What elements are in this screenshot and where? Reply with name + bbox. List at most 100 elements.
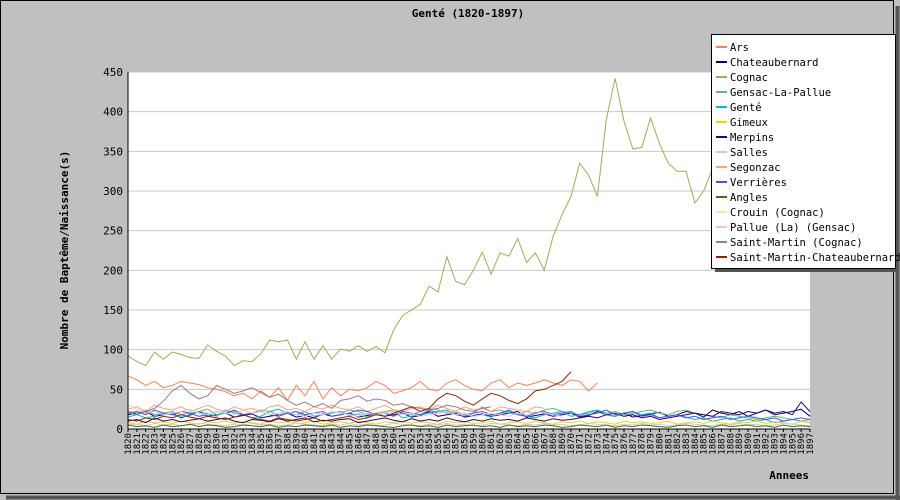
x-tick-label: 1894 — [779, 433, 789, 455]
y-axis-label: Nombre de Baptême/Naissance(s) — [58, 151, 71, 350]
series-line-12 — [127, 404, 563, 417]
x-tick-label: 1860 — [478, 433, 488, 455]
x-tick-label: 1838 — [283, 433, 293, 455]
x-tick-label: 1836 — [266, 433, 276, 455]
y-tick-label: 250 — [103, 225, 123, 238]
series-line-10 — [127, 423, 811, 428]
x-tick-label: 1862 — [496, 433, 506, 455]
x-tick-label: 1855 — [434, 433, 444, 455]
x-tick-label: 1883 — [682, 433, 692, 455]
x-tick-label: 1886 — [709, 433, 719, 455]
x-tick-label: 1889 — [735, 433, 745, 455]
x-tick-label: 1826 — [177, 433, 187, 455]
x-tick-label: 1878 — [638, 433, 648, 455]
y-tick-label: 200 — [103, 264, 123, 277]
x-tick-label: 1868 — [549, 433, 559, 455]
legend-entry: Ars — [730, 42, 749, 54]
x-tick-label: 1843 — [328, 433, 338, 455]
x-tick-label: 1890 — [744, 433, 754, 455]
x-tick-label: 1875 — [611, 433, 621, 455]
x-tick-label: 1856 — [443, 433, 453, 455]
x-tick-label: 1822 — [142, 433, 152, 455]
x-tick-label: 1859 — [469, 433, 479, 455]
legend-entry: Gensac-La-Pallue — [730, 87, 831, 99]
x-tick-label: 1827 — [186, 433, 196, 455]
x-tick-label: 1847 — [363, 433, 373, 455]
y-tick-label: 50 — [110, 383, 123, 396]
x-tick-label: 1844 — [337, 433, 347, 455]
x-tick-label: 1857 — [452, 433, 462, 455]
x-tick-label: 1837 — [275, 433, 285, 455]
x-tick-label: 1839 — [292, 433, 302, 455]
x-tick-label: 1852 — [407, 433, 417, 455]
series-line-14 — [127, 371, 572, 422]
legend-box — [711, 34, 896, 269]
x-tick-label: 1825 — [168, 433, 178, 455]
series-line-2 — [127, 78, 740, 367]
x-tick-label: 1820 — [124, 433, 134, 455]
x-tick-label: 1870 — [567, 433, 577, 455]
legend-entry: Cognac — [730, 72, 768, 84]
x-tick-label: 1895 — [788, 433, 798, 455]
x-tick-label: 1841 — [310, 433, 320, 455]
x-tick-label: 1858 — [461, 433, 471, 455]
y-tick-label: 450 — [103, 66, 123, 79]
x-tick-label: 1853 — [416, 433, 426, 455]
legend-entry: Angles — [730, 192, 768, 204]
x-tick-label: 1851 — [399, 433, 409, 455]
x-tick-label: 1854 — [425, 433, 435, 455]
x-tick-labels: 1820182118221823182418251826182718281829… — [124, 429, 816, 455]
x-tick-label: 1896 — [797, 433, 807, 455]
x-tick-label: 1848 — [372, 433, 382, 455]
series-line-6 — [127, 401, 811, 424]
legend-entry: Segonzac — [730, 162, 781, 174]
x-tick-label: 1823 — [151, 433, 161, 455]
x-tick-label: 1831 — [221, 433, 231, 455]
series-layer — [127, 78, 811, 428]
x-axis-label: Annees — [769, 469, 809, 482]
x-tick-label: 1892 — [762, 433, 772, 455]
x-tick-label: 1840 — [301, 433, 311, 455]
x-tick-label: 1884 — [691, 433, 701, 455]
legend-entry: Saint-Martin-Chateaubernard — [730, 252, 900, 264]
x-tick-label: 1830 — [213, 433, 223, 455]
x-tick-label: 1869 — [558, 433, 568, 455]
x-tick-label: 1864 — [514, 433, 524, 455]
x-tick-label: 1842 — [319, 433, 329, 455]
x-tick-label: 1891 — [753, 433, 763, 455]
x-tick-label: 1885 — [700, 433, 710, 455]
y-tick-label: 0 — [116, 423, 123, 436]
axes — [127, 72, 810, 430]
x-tick-label: 1866 — [531, 433, 541, 455]
legend-entry: Salles — [730, 147, 768, 159]
x-tick-label: 1824 — [159, 433, 169, 455]
x-tick-label: 1849 — [381, 433, 391, 455]
legend-entry: Genté — [730, 102, 762, 114]
x-tick-label: 1877 — [629, 433, 639, 455]
x-tick-label: 1872 — [585, 433, 595, 455]
y-tick-label: 400 — [103, 106, 123, 119]
x-tick-label: 1873 — [593, 433, 603, 455]
x-tick-label: 1897 — [806, 433, 816, 455]
x-tick-label: 1876 — [620, 433, 630, 455]
legend-entry: Gimeux — [730, 117, 768, 129]
x-tick-label: 1880 — [655, 433, 665, 455]
legend-entry: Verrières — [730, 177, 787, 189]
legend-entry: Merpins — [730, 132, 774, 144]
series-line-0 — [127, 375, 598, 402]
legend-entry: Chateaubernard — [730, 57, 819, 69]
x-tick-label: 1850 — [390, 433, 400, 455]
x-tick-label: 1835 — [257, 433, 267, 455]
x-tick-label: 1879 — [647, 433, 657, 455]
legend: Ars Chateaubernard Cognac Gensac-La-Pallue G… — [711, 34, 900, 272]
plot-area — [128, 72, 810, 429]
x-tick-label: 1887 — [717, 433, 727, 455]
series-line-13 — [127, 384, 492, 416]
x-tick-label: 1863 — [505, 433, 515, 455]
x-tick-label: 1893 — [771, 433, 781, 455]
y-tick-label: 100 — [103, 344, 123, 357]
x-tick-label: 1845 — [345, 433, 355, 455]
x-tick-label: 1833 — [239, 433, 249, 455]
x-tick-label: 1821 — [133, 433, 143, 455]
